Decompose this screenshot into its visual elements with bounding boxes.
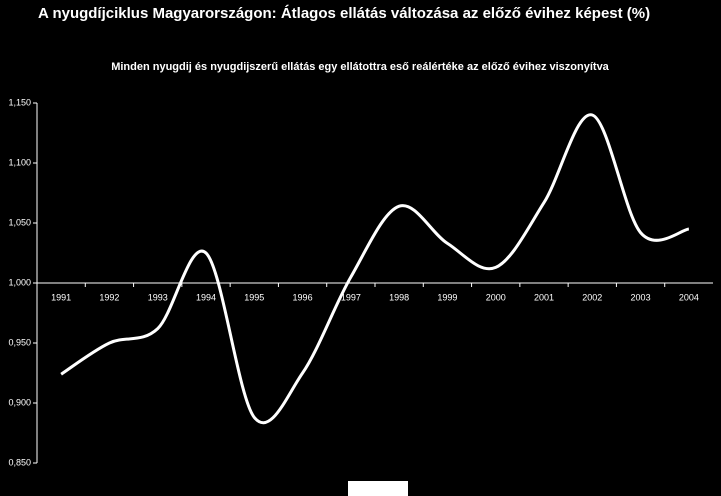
x-tick-label: 1992 bbox=[99, 292, 119, 302]
x-tick-label: 1997 bbox=[341, 292, 361, 302]
x-tick-label: 2000 bbox=[486, 292, 506, 302]
x-tick-label: 2004 bbox=[679, 292, 699, 302]
x-tick-label: 2003 bbox=[631, 292, 651, 302]
y-tick-label: 1,000 bbox=[8, 277, 31, 287]
x-tick-label: 1996 bbox=[293, 292, 313, 302]
x-tick-label: 1998 bbox=[389, 292, 409, 302]
y-tick-label: 0,850 bbox=[8, 457, 31, 467]
x-tick-label: 1993 bbox=[148, 292, 168, 302]
x-tick-label: 1994 bbox=[196, 292, 216, 302]
x-tick-label: 1995 bbox=[244, 292, 264, 302]
chart-title: A nyugdíjciklus Magyarországon: Átlagos … bbox=[38, 5, 650, 22]
x-tick-label: 2002 bbox=[582, 292, 602, 302]
y-tick-label: 0,900 bbox=[8, 397, 31, 407]
y-tick-label: 0,950 bbox=[8, 337, 31, 347]
y-tick-label: 1,050 bbox=[8, 217, 31, 227]
x-tick-label: 1991 bbox=[51, 292, 71, 302]
legend-box bbox=[348, 481, 408, 496]
x-tick-label: 2001 bbox=[534, 292, 554, 302]
line bbox=[60, 113, 690, 425]
y-tick-label: 1,150 bbox=[8, 97, 31, 107]
chart-subtitle: Minden nyugdij és nyugdijszerű ellátás e… bbox=[111, 61, 609, 73]
x-tick-label: 1999 bbox=[437, 292, 457, 302]
y-tick-label: 1,100 bbox=[8, 157, 31, 167]
